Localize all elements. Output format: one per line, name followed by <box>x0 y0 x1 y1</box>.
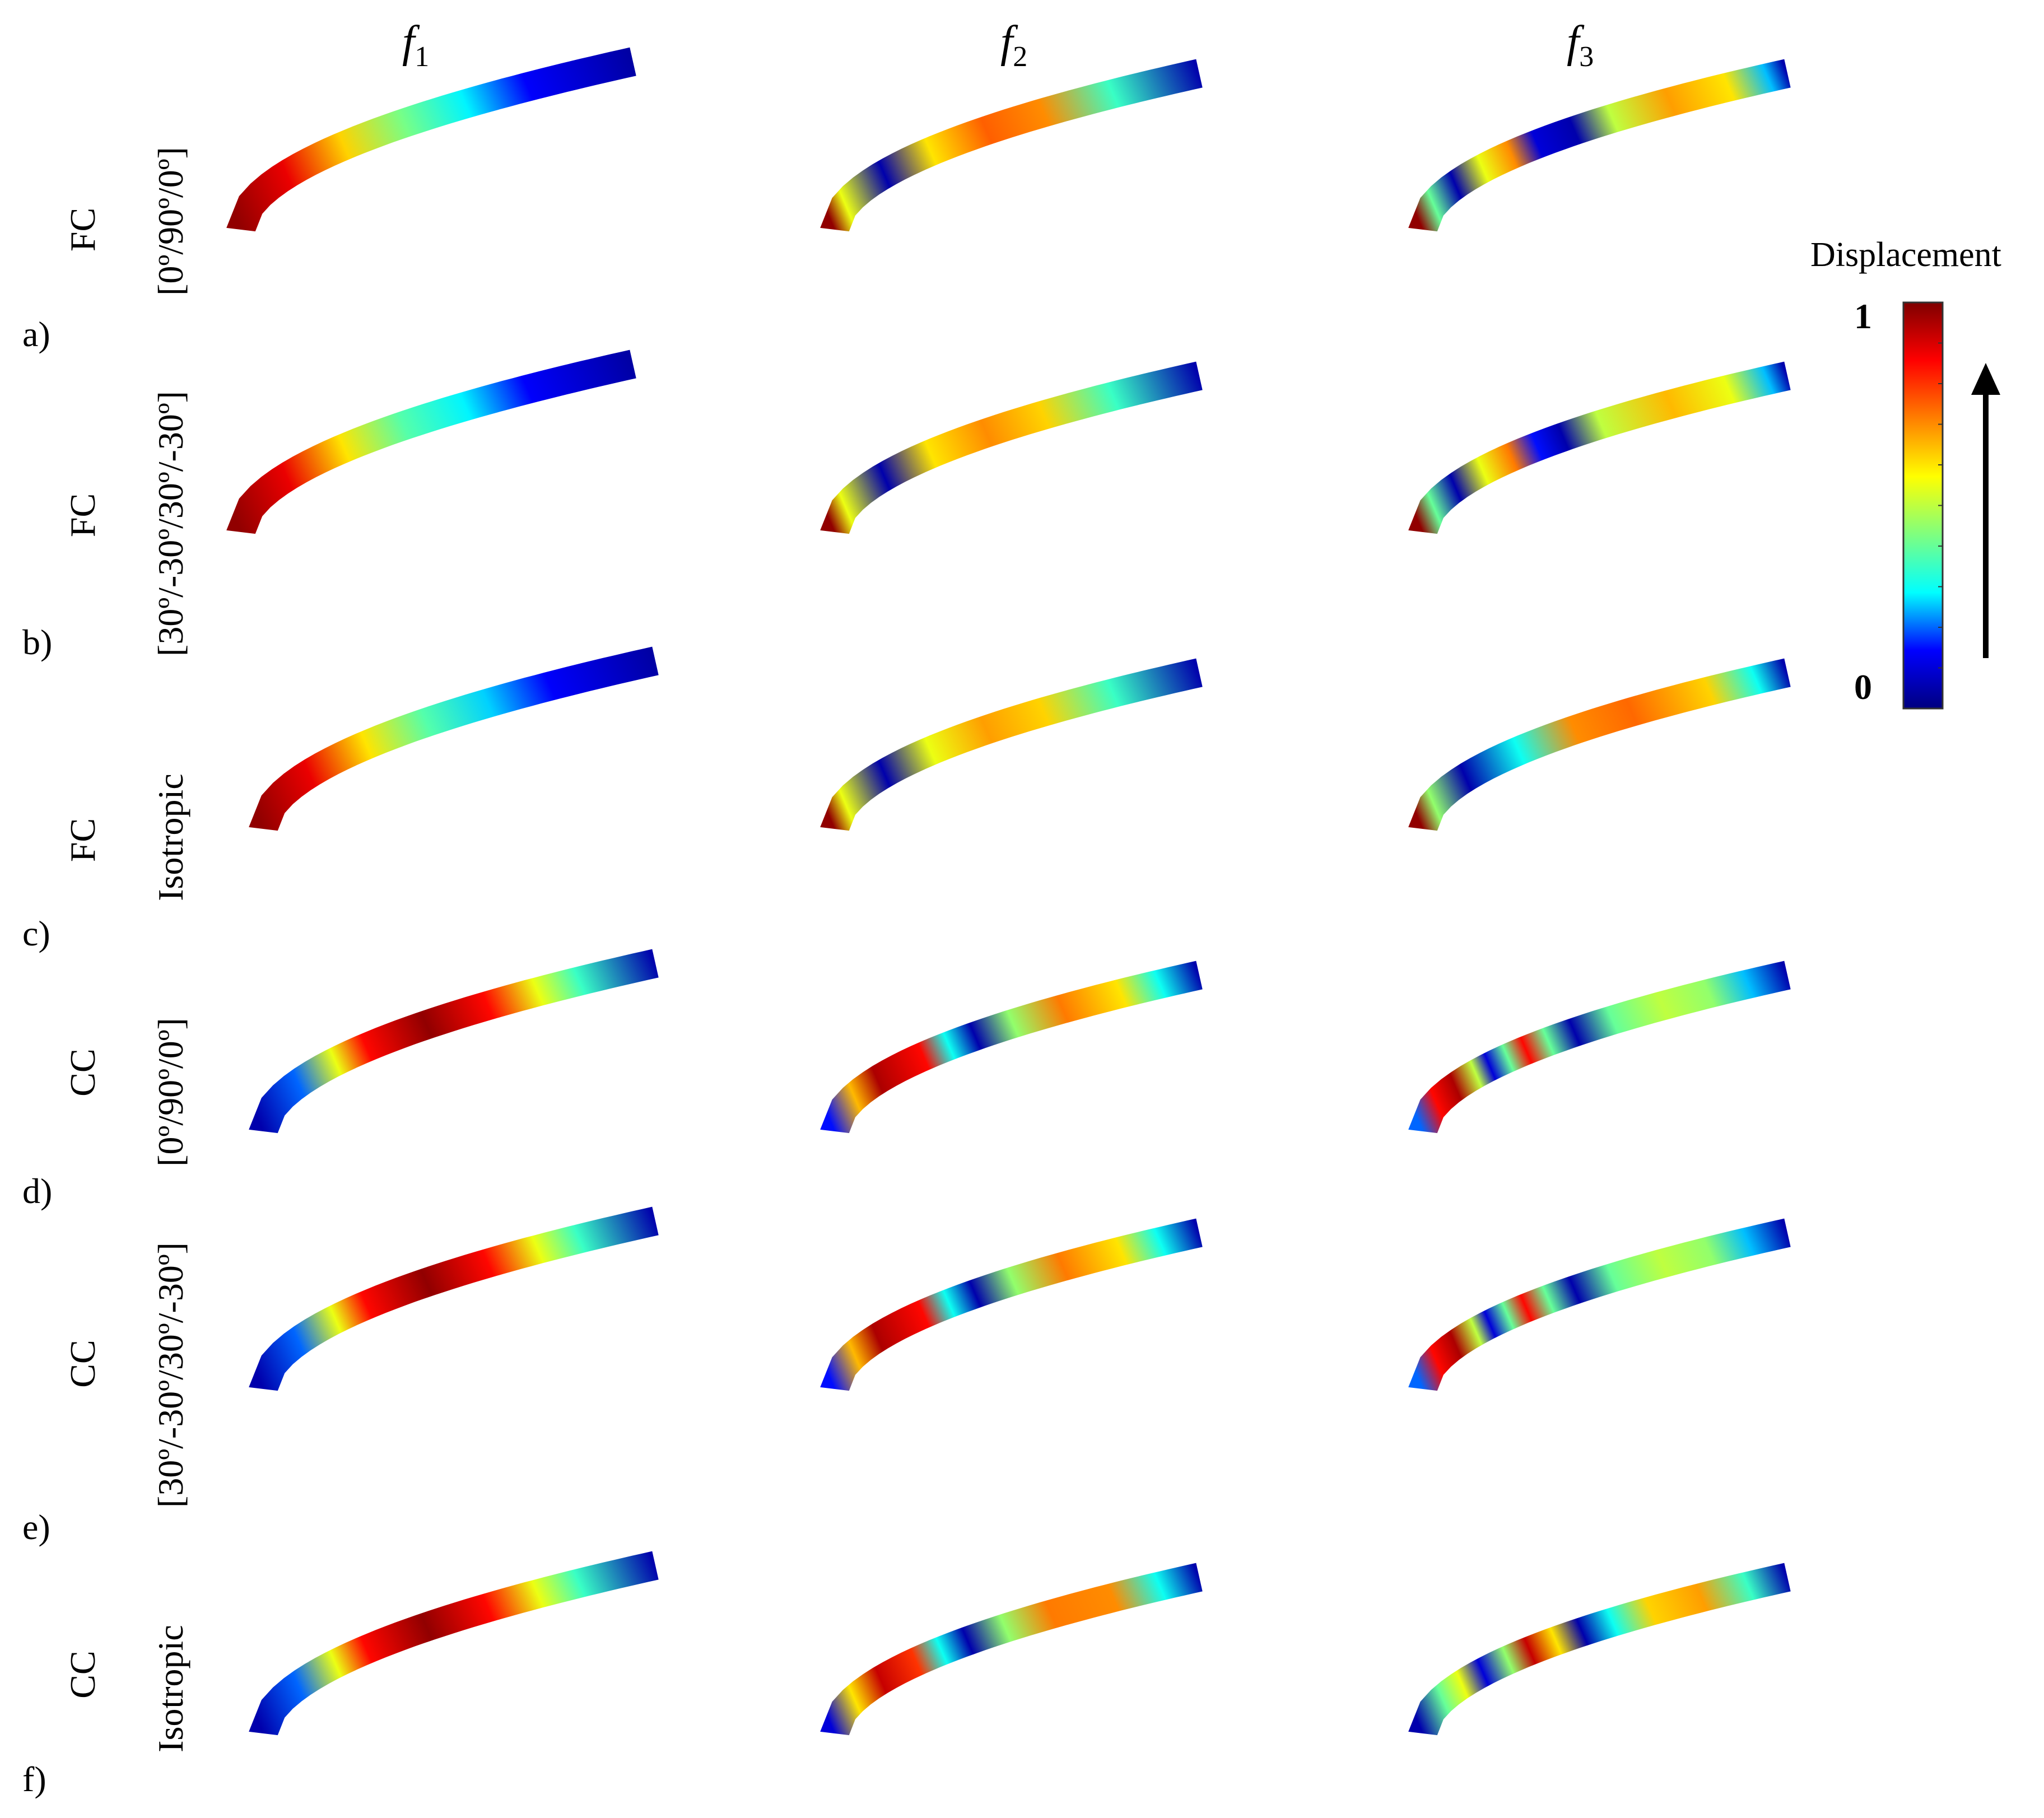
mode-shape-row2-f2 <box>820 361 1203 534</box>
mode-shape-row4-f1 <box>249 949 659 1134</box>
column-header-f3: f3 <box>1567 17 1594 73</box>
support-label-e: CC <box>63 1340 103 1388</box>
support-label-a: FC <box>63 207 103 252</box>
support-label-f: CC <box>63 1651 103 1699</box>
mode-shape-row2-f1 <box>226 349 636 534</box>
layup-label-a: [0º/90º/0º] <box>151 147 190 296</box>
layup-label-f: Isotropic <box>151 1625 190 1752</box>
layup-label-c: Isotropic <box>151 773 190 901</box>
mode-shape-row5-f1 <box>249 1206 659 1391</box>
row-label-c: c) <box>22 913 50 953</box>
support-label-b: FC <box>63 493 103 538</box>
column-header-f1: f1 <box>402 17 430 73</box>
row-label-a: a) <box>22 314 50 354</box>
layup-label-b: [30º/-30º/30º/-30º] <box>151 391 190 656</box>
row-label-d: d) <box>22 1171 53 1211</box>
mode-shape-row1-f3 <box>1408 59 1791 232</box>
mode-shape-row1-f1 <box>226 47 636 232</box>
colorbar <box>1902 301 1944 710</box>
mode-shape-row6-f3 <box>1408 1563 1791 1736</box>
mode-shape-row3-f2 <box>820 658 1203 831</box>
support-label-c: FC <box>63 818 103 863</box>
mode-shape-row6-f1 <box>249 1551 659 1736</box>
mode-shape-row4-f3 <box>1408 961 1791 1134</box>
colorbar-title: Displacement <box>1810 236 2001 274</box>
mode-shape-row3-f1 <box>249 646 659 831</box>
mode-shape-row2-f3 <box>1408 361 1791 534</box>
row-label-e: e) <box>22 1507 50 1547</box>
support-label-d: CC <box>63 1048 103 1097</box>
mode-shape-row5-f3 <box>1408 1218 1791 1391</box>
mode-shape-row1-f2 <box>820 59 1203 232</box>
mode-shape-row4-f2 <box>820 961 1203 1134</box>
mode-shape-row5-f2 <box>820 1218 1203 1391</box>
colorbar-max-label: 1 <box>1854 296 1872 336</box>
row-label-b: b) <box>22 622 53 662</box>
row-label-f: f) <box>22 1759 46 1799</box>
layup-label-d: [0º/90º/0º] <box>151 1018 190 1167</box>
mode-shape-row3-f3 <box>1408 658 1791 831</box>
column-header-f2: f2 <box>1000 17 1028 73</box>
mode-shape-row6-f2 <box>820 1563 1203 1736</box>
increase-arrow-head <box>1971 363 2000 395</box>
layup-label-e: [30º/-30º/30º/-30º] <box>151 1242 190 1508</box>
colorbar-min-label: 0 <box>1854 667 1872 707</box>
